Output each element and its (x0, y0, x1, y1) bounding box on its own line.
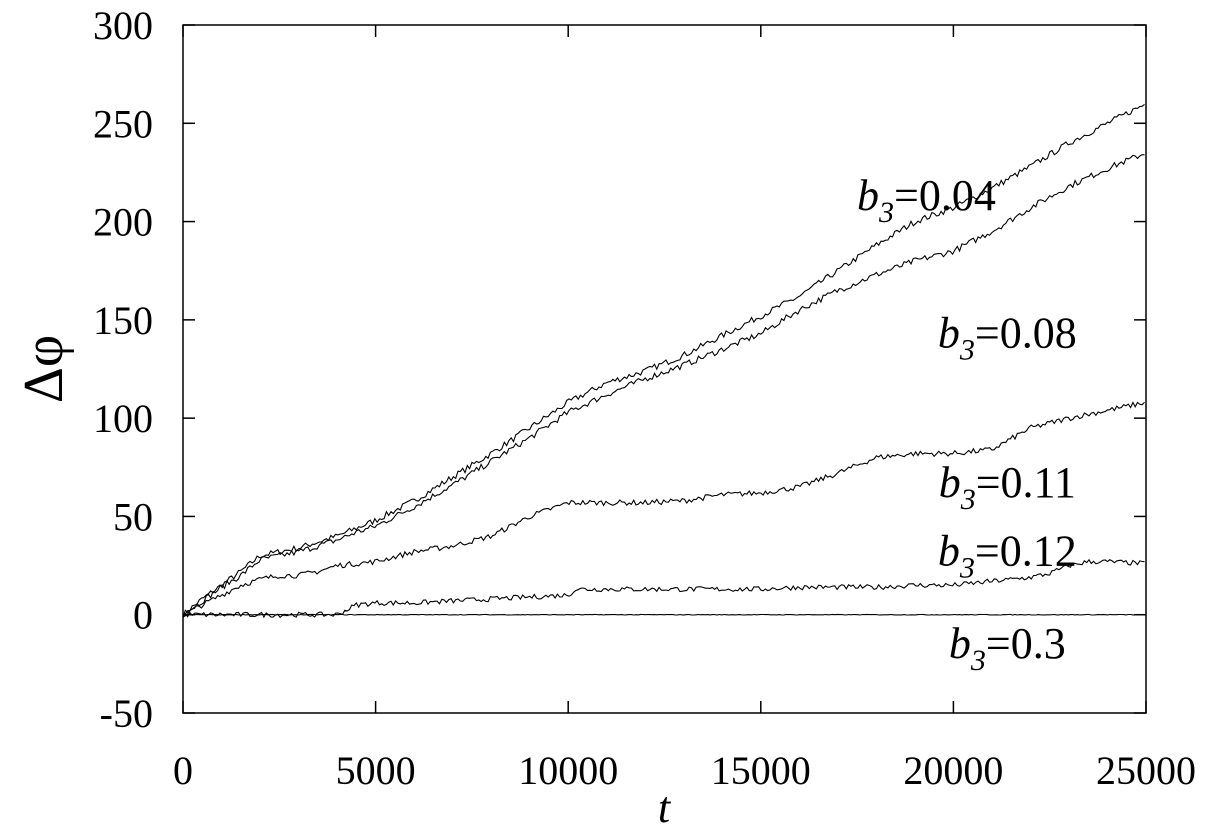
y-axis-title: Δφ (13, 335, 75, 403)
x-axis-title: t (658, 783, 672, 831)
series-annotation-4: b3=0.12 (938, 527, 1077, 585)
annotations: b3=0.04 b3=0.08 b3=0.11 b3=0.12 b3=0.3 (857, 171, 1077, 677)
x-tick-label: 15000 (711, 748, 811, 793)
series-annotation-5: b3=0.3 (949, 619, 1066, 677)
ticks (182, 24, 1147, 714)
x-tick-label: 20000 (903, 748, 1003, 793)
x-tick-label: 5000 (336, 748, 416, 793)
y-tick-label: -50 (100, 691, 153, 736)
x-tick-label: 25000 (1096, 748, 1196, 793)
y-tick-label: 50 (113, 494, 153, 539)
series-line-4 (182, 558, 1145, 619)
series-line-3 (182, 401, 1145, 617)
x-tick-label: 10000 (518, 748, 618, 793)
y-tick-label: 100 (93, 396, 153, 441)
y-tick-label: 250 (93, 101, 153, 146)
plot-frame (182, 24, 1147, 714)
tick-labels: 0 5000 10000 15000 20000 25000 -50 0 50 100 150 200… (93, 3, 1196, 793)
series-annotation-2: b3=0.08 (938, 308, 1077, 366)
y-tick-label: 150 (93, 298, 153, 343)
y-tick-label: 200 (93, 200, 153, 245)
series-annotation-1: b3=0.04 (857, 171, 996, 229)
series-line-5 (182, 613, 1145, 616)
series-annotation-3: b3=0.11 (939, 458, 1076, 516)
x-tick-label: 0 (173, 748, 193, 793)
series-line-2 (182, 154, 1145, 618)
y-tick-label: 0 (133, 593, 153, 638)
series-group (182, 103, 1145, 619)
series-line-1 (182, 103, 1145, 619)
y-tick-label: 300 (93, 3, 153, 48)
